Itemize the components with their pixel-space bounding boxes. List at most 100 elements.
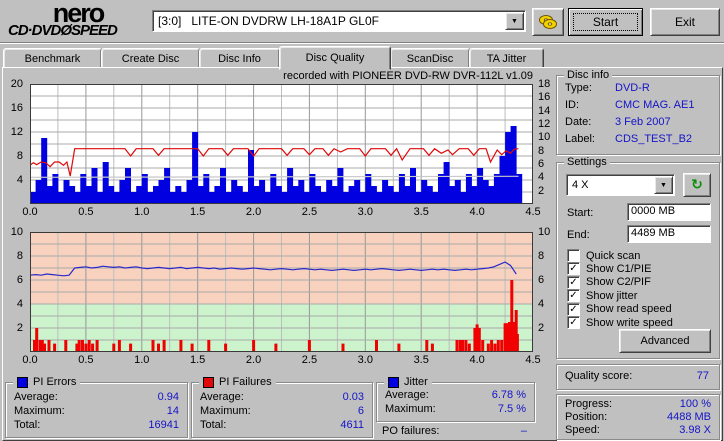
- position-value: 4488 MB: [666, 411, 711, 423]
- pi-failures-stats: PI Failures Average: 0.03 Maximum: 6 Total…: [191, 376, 373, 438]
- start-field[interactable]: 0000 MB: [627, 203, 711, 221]
- axis-tick-label: 10: [10, 226, 23, 238]
- tab-benchmark[interactable]: Benchmark: [3, 48, 102, 69]
- refresh-icon: ↻: [691, 177, 703, 193]
- axis-tick-label: 8: [16, 150, 23, 162]
- disc-info-label: Type:: [565, 82, 592, 94]
- disc-info-label: Label:: [565, 133, 595, 145]
- checkmark-icon[interactable]: ✓: [567, 302, 580, 316]
- progress-label: Progress:: [565, 398, 613, 410]
- pi-errors-swatch: [17, 376, 28, 388]
- tab-disc-quality[interactable]: Disc Quality: [279, 46, 391, 70]
- refresh-button[interactable]: ↻: [683, 173, 711, 197]
- pi-failures-legend-label: PI Failures: [219, 376, 272, 388]
- po-failures-value: –: [520, 425, 527, 437]
- drive-select[interactable]: [3:0] LITE-ON DVDRW LH-18A1P GL0F ▼: [152, 10, 526, 32]
- checkbox-show-c2-pif[interactable]: ✓ Show C2/PIF: [567, 275, 651, 289]
- jitter-left-axis: 10 8 6 4 2: [0, 226, 27, 352]
- checkbox-quick-scan[interactable]: Quick scan: [567, 249, 640, 262]
- speed-label: Speed:: [565, 424, 600, 436]
- pi-errors-chart: [30, 84, 533, 204]
- stat-value: 0.94: [157, 391, 179, 403]
- checkbox-label: Show jitter: [586, 289, 638, 302]
- nero-logo: nero CD·DVDØSPEED: [8, 0, 148, 39]
- end-field[interactable]: 4489 MB: [627, 225, 711, 243]
- axis-tick-label: 4: [538, 298, 545, 310]
- axis-tick-label: 6: [538, 274, 545, 286]
- pi-errors-x-axis: 0.0 0.5 1.0 1.5 2.0 2.5 3.0 3.5 4.0 4.5: [22, 206, 540, 218]
- stat-value: 16941: [148, 419, 179, 431]
- pi-errors-stats: PI Errors Average: 0.94 Maximum: 14 Total:…: [5, 376, 188, 438]
- po-failures-row: PO failures: –: [376, 425, 533, 438]
- axis-tick-label: 1.5: [190, 206, 206, 218]
- checkbox-empty[interactable]: [567, 249, 580, 262]
- progress-value: 100 %: [679, 398, 711, 410]
- disc-info-value: CMC MAG. AE1: [615, 99, 695, 111]
- axis-tick-label: 4: [538, 171, 545, 184]
- tab-label: Create Disc: [121, 52, 180, 65]
- pi-failures-legend: PI Failures: [199, 376, 276, 388]
- disc-info-group: Disc info Type: DVD-R ID: CMC MAG. AE1 Dat…: [556, 69, 720, 155]
- quality-score-value: 77: [696, 370, 709, 382]
- tab-scandisc[interactable]: ScanDisc: [390, 48, 470, 69]
- checkmark-icon[interactable]: ✓: [567, 289, 580, 303]
- checkbox-show-write-speed[interactable]: ✓ Show write speed: [567, 316, 673, 329]
- end-field-label: End:: [567, 229, 590, 241]
- speed-value: 3.98 X: [679, 424, 711, 436]
- axis-tick-label: 0.0: [22, 206, 38, 218]
- checkbox-show-c1-pie[interactable]: ✓ Show C1/PIE: [567, 262, 652, 276]
- axis-tick-label: 4.5: [525, 354, 541, 366]
- axis-tick-label: 3.0: [357, 354, 373, 366]
- checkmark-icon[interactable]: ✓: [567, 316, 580, 329]
- tab-label: Benchmark: [24, 52, 81, 65]
- disc-info-label: Date:: [565, 116, 592, 128]
- axis-tick-label: 4: [16, 298, 23, 310]
- settings-group: Settings 4 X ▼ ↻ Start: 0000 MB End: 448…: [556, 156, 720, 359]
- jitter-pif-chart: [30, 232, 533, 352]
- start-field-value: 0000 MB: [631, 205, 676, 217]
- axis-tick-label: 8: [16, 250, 23, 262]
- disc-info-value: 3 Feb 2007: [615, 116, 671, 128]
- tab-disc-info[interactable]: Disc Info: [199, 48, 280, 69]
- brand-product: CD·DVDØSPEED: [8, 22, 118, 39]
- settings-title: Settings: [564, 156, 610, 168]
- stat-label: Average:: [14, 391, 58, 403]
- tab-ta-jitter[interactable]: TA Jitter: [469, 48, 544, 69]
- disc-info-value: CDS_TEST_B2: [615, 133, 693, 145]
- end-field-value: 4489 MB: [631, 227, 676, 239]
- checkbox-label: Show C2/PIF: [586, 276, 651, 289]
- checkmark-icon[interactable]: ✓: [567, 275, 580, 289]
- chevron-down-icon[interactable]: ▼: [505, 12, 524, 30]
- advanced-button[interactable]: Advanced: [619, 329, 711, 353]
- checkbox-label: Show C1/PIE: [586, 262, 652, 275]
- pi-errors-right-axis: 18 16 14 12 10 8 6 4 2: [536, 78, 556, 204]
- axis-tick-label: 16: [10, 102, 23, 114]
- stat-label: Maximum:: [385, 403, 436, 415]
- axis-tick-label: 4.0: [469, 206, 485, 218]
- checkbox-show-read-speed[interactable]: ✓ Show read speed: [567, 302, 672, 316]
- axis-tick-label: 4: [16, 174, 23, 186]
- checkbox-show-jitter[interactable]: ✓ Show jitter: [567, 289, 638, 303]
- axis-tick-label: 14: [538, 104, 551, 117]
- axis-tick-label: 12: [538, 118, 551, 130]
- discs-button[interactable]: [532, 8, 564, 36]
- tab-create-disc[interactable]: Create Disc: [101, 48, 200, 69]
- start-button-label: Start: [592, 15, 619, 29]
- disc-info-value: DVD-R: [615, 82, 650, 94]
- speed-select[interactable]: 4 X ▼: [566, 174, 675, 196]
- axis-tick-label: 2: [16, 322, 23, 334]
- checkmark-icon[interactable]: ✓: [567, 262, 580, 276]
- brand-name: nero: [52, 0, 106, 28]
- stat-value: 7.5 %: [497, 403, 526, 415]
- start-button[interactable]: Start: [568, 8, 643, 36]
- exit-button[interactable]: Exit: [650, 8, 720, 36]
- axis-tick-label: 16: [538, 91, 551, 104]
- chevron-down-icon[interactable]: ▼: [654, 176, 673, 194]
- axis-tick-label: 2.0: [245, 206, 262, 218]
- axis-tick-label: 18: [538, 78, 551, 90]
- axis-tick-label: 3.5: [413, 206, 429, 218]
- advanced-button-label: Advanced: [640, 335, 690, 347]
- axis-tick-label: 0.5: [78, 206, 94, 218]
- axis-tick-label: 2: [538, 322, 545, 334]
